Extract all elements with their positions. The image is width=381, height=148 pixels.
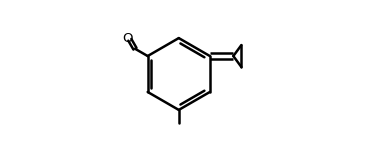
Text: O: O <box>122 32 133 45</box>
